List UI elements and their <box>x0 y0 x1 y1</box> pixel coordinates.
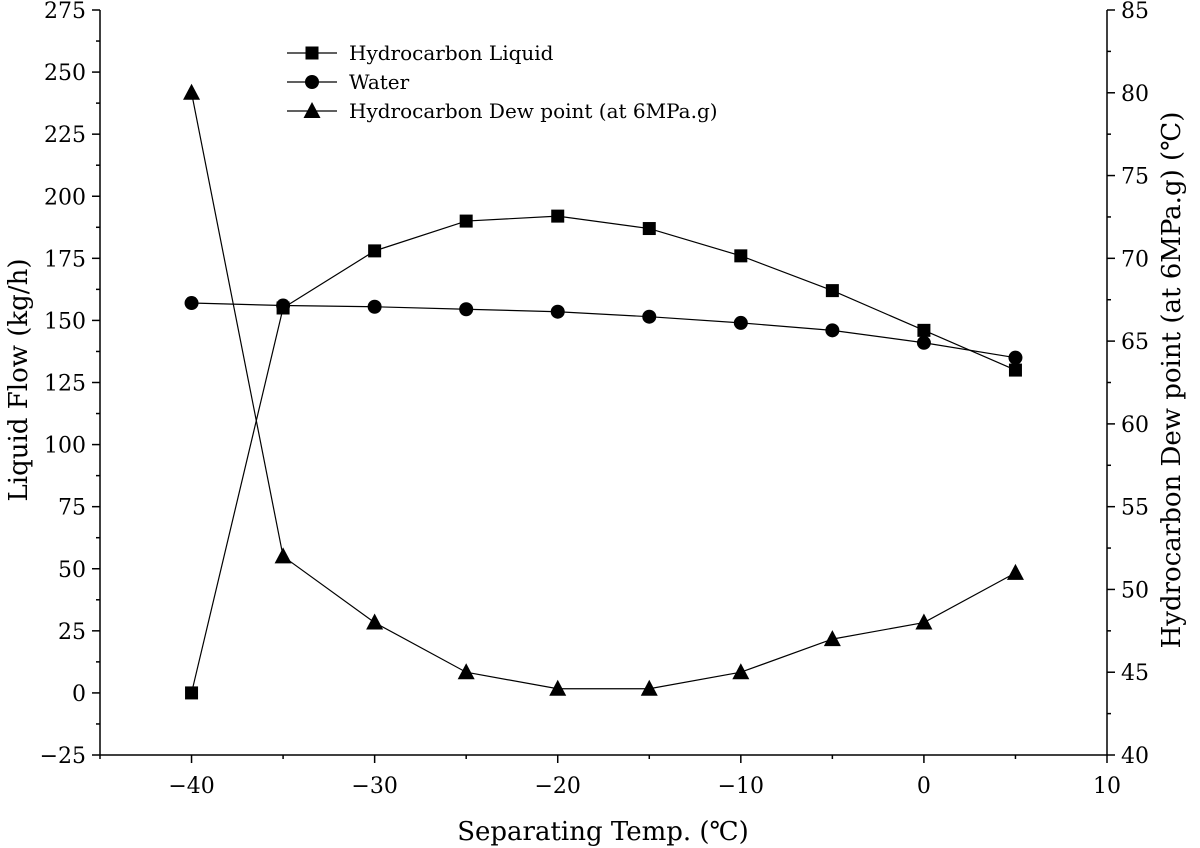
data-point <box>551 209 565 223</box>
data-point <box>366 613 384 630</box>
y2-tick-label: 55 <box>1121 496 1149 521</box>
x-tick-label: −10 <box>718 774 764 799</box>
data-point <box>459 214 473 228</box>
data-point <box>459 302 474 317</box>
series-square <box>185 209 1022 700</box>
legend: Hydrocarbon Liquid Water Hydrocarbon Dew p… <box>287 41 718 123</box>
series-line <box>190 92 1016 690</box>
data-point <box>823 630 841 647</box>
data-point <box>184 296 199 311</box>
series-line <box>191 302 1016 359</box>
x-tick-label: 0 <box>917 774 931 799</box>
legend-marker <box>303 102 321 118</box>
x-axis-title: Separating Temp. (℃) <box>457 817 749 847</box>
y-tick-label: 175 <box>44 247 86 272</box>
y-tick-label: −25 <box>40 744 86 769</box>
data-point <box>1008 363 1022 377</box>
data-point <box>367 299 382 314</box>
axes: −40 −30 −20 −10 0 10 −25 0 25 50 75 100 125 150 175 200… <box>40 0 1149 799</box>
data-point <box>733 315 748 330</box>
data-point <box>915 613 933 630</box>
data-point <box>368 244 382 258</box>
legend-label: Water <box>349 70 410 94</box>
legend-marker <box>305 75 319 89</box>
y2-tick-label: 85 <box>1121 0 1149 24</box>
y2-tick-label: 40 <box>1121 744 1149 769</box>
data-point <box>457 663 475 680</box>
y2-tick-label: 45 <box>1121 661 1149 686</box>
series-circle <box>184 296 1023 365</box>
y-tick-label: 100 <box>44 434 86 459</box>
data-point <box>183 83 201 100</box>
data-point <box>825 323 840 338</box>
legend-label: Hydrocarbon Liquid <box>349 41 554 65</box>
y-tick-label: 25 <box>58 620 86 645</box>
y2-axis-title: Hydrocarbon Dew point (at 6MPa.g) (℃) <box>1157 112 1187 649</box>
data-point <box>916 335 931 350</box>
data-point <box>1006 563 1024 580</box>
y2-tick-label: 65 <box>1121 330 1149 355</box>
x-tick-label: −20 <box>535 774 581 799</box>
y2-tick-label: 70 <box>1121 247 1149 272</box>
y2-tick-label: 60 <box>1121 413 1149 438</box>
data-point <box>549 679 567 696</box>
y-tick-label: 0 <box>72 682 86 707</box>
legend-label: Hydrocarbon Dew point (at 6MPa.g) <box>349 99 718 123</box>
y-tick-label: 75 <box>58 496 86 521</box>
x-tick-label: −30 <box>351 774 397 799</box>
y-axis-title: Liquid Flow (kg/h) <box>4 259 34 502</box>
y2-tick-label: 80 <box>1121 82 1149 107</box>
data-point <box>274 547 292 564</box>
data-point <box>640 679 658 696</box>
y-tick-label: 250 <box>44 61 86 86</box>
legend-item: Hydrocarbon Liquid <box>287 41 554 65</box>
data-point <box>825 284 839 298</box>
y-tick-label: 200 <box>44 185 86 210</box>
x-tick-label: −40 <box>168 774 214 799</box>
y2-tick-label: 50 <box>1121 578 1149 603</box>
data-point <box>1008 350 1023 365</box>
series-triangle <box>183 83 1024 696</box>
y-tick-label: 275 <box>44 0 86 24</box>
data-point <box>917 323 931 337</box>
data-point <box>642 309 657 324</box>
legend-item: Water <box>287 70 410 94</box>
series-line <box>190 215 1016 694</box>
y-tick-label: 50 <box>58 558 86 583</box>
x-tick-label: 10 <box>1093 774 1121 799</box>
data-point <box>550 304 565 319</box>
data-point <box>642 222 656 236</box>
data-point <box>732 663 750 680</box>
legend-marker <box>305 46 319 60</box>
y-tick-label: 150 <box>44 309 86 334</box>
data-point <box>276 298 291 313</box>
y-tick-label: 125 <box>44 372 86 397</box>
y2-tick-label: 75 <box>1121 165 1149 190</box>
series-layer <box>183 83 1024 700</box>
legend-item: Hydrocarbon Dew point (at 6MPa.g) <box>287 99 718 123</box>
data-point <box>734 249 748 263</box>
y-tick-label: 225 <box>44 123 86 148</box>
data-point <box>185 686 199 700</box>
